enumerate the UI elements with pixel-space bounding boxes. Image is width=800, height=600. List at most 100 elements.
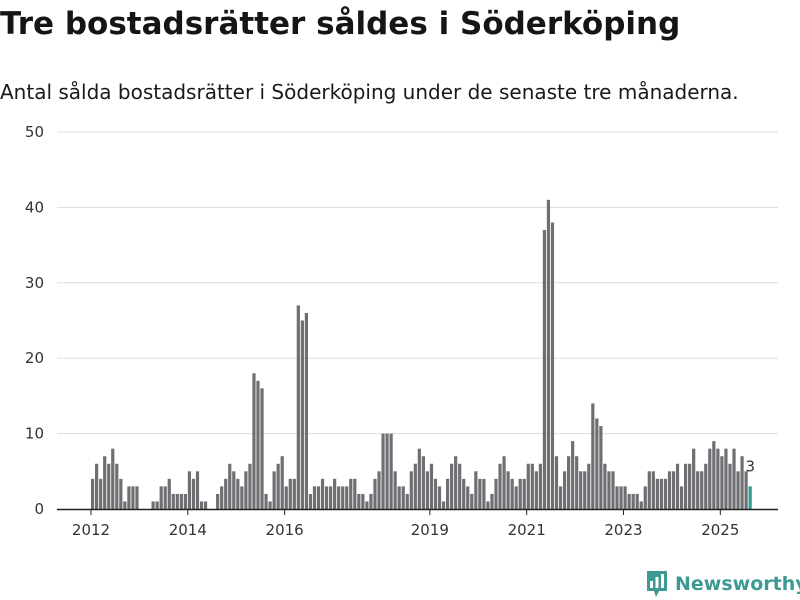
chart-title: Tre bostadsrätter såldes i Söderköping bbox=[0, 6, 681, 42]
bar bbox=[470, 493, 474, 509]
bar bbox=[159, 486, 163, 509]
bar bbox=[308, 493, 313, 509]
bar bbox=[651, 471, 655, 509]
bar bbox=[550, 222, 555, 510]
bar bbox=[284, 486, 288, 509]
bar bbox=[498, 463, 502, 509]
bar bbox=[462, 478, 466, 509]
bar bbox=[510, 478, 514, 509]
x-tick-label: 2014 bbox=[169, 521, 207, 539]
bar bbox=[135, 486, 139, 509]
bar bbox=[441, 501, 446, 509]
bar bbox=[607, 471, 611, 509]
bar bbox=[155, 501, 159, 509]
bar bbox=[603, 463, 607, 509]
bar bbox=[272, 471, 276, 509]
bar bbox=[240, 486, 244, 509]
bar bbox=[389, 433, 393, 509]
bar bbox=[397, 486, 401, 509]
bar bbox=[409, 471, 413, 509]
bar bbox=[167, 478, 171, 509]
bar bbox=[296, 305, 300, 509]
y-tick-label: 50 bbox=[25, 123, 44, 141]
x-tick-label: 2025 bbox=[701, 521, 739, 539]
bar bbox=[716, 448, 720, 509]
gridlines bbox=[57, 131, 778, 435]
bar bbox=[671, 471, 676, 509]
bar bbox=[599, 426, 603, 509]
bar bbox=[631, 493, 635, 509]
bar bbox=[579, 471, 583, 509]
bar bbox=[514, 486, 518, 509]
bar bbox=[413, 463, 417, 509]
bar bbox=[679, 486, 684, 509]
bar bbox=[667, 471, 672, 509]
bar bbox=[345, 486, 349, 509]
bar bbox=[377, 471, 381, 509]
bar bbox=[171, 493, 175, 509]
y-tick-label: 0 bbox=[34, 500, 44, 518]
bar bbox=[276, 463, 280, 509]
bar bbox=[256, 380, 260, 509]
bar bbox=[417, 448, 421, 509]
bar bbox=[482, 478, 486, 509]
bar bbox=[195, 471, 200, 509]
bar bbox=[111, 448, 115, 509]
bar bbox=[494, 478, 498, 509]
bar bbox=[232, 471, 236, 509]
bar bbox=[333, 478, 337, 509]
bar bbox=[534, 471, 538, 509]
bar bbox=[385, 433, 389, 509]
x-tick-label: 2016 bbox=[266, 521, 304, 539]
bar bbox=[99, 478, 103, 509]
bar bbox=[329, 486, 333, 509]
bar bbox=[187, 471, 192, 509]
bar bbox=[663, 478, 668, 509]
bar bbox=[292, 478, 296, 509]
bar bbox=[260, 388, 264, 509]
bar bbox=[320, 478, 325, 509]
bar bbox=[369, 493, 373, 509]
bar bbox=[490, 493, 494, 509]
bar bbox=[151, 501, 155, 509]
bar bbox=[478, 478, 482, 509]
bar bbox=[175, 493, 179, 509]
bar bbox=[429, 463, 434, 509]
bar bbox=[675, 463, 680, 509]
y-tick-label: 40 bbox=[25, 198, 44, 216]
bar bbox=[421, 456, 425, 509]
bar bbox=[546, 199, 551, 510]
bar bbox=[199, 501, 204, 509]
x-tick-label: 2021 bbox=[508, 521, 546, 539]
bar bbox=[127, 486, 131, 509]
bar bbox=[401, 486, 405, 509]
bar bbox=[639, 501, 643, 509]
bars bbox=[91, 199, 752, 510]
bar bbox=[268, 501, 272, 509]
bar bbox=[183, 493, 187, 509]
bar bbox=[236, 478, 240, 509]
bar bbox=[542, 230, 547, 509]
bar bbox=[643, 486, 647, 509]
bar bbox=[450, 463, 454, 509]
bar bbox=[708, 448, 712, 509]
bar bbox=[224, 478, 228, 509]
bar bbox=[220, 486, 224, 509]
bar bbox=[163, 486, 167, 509]
bar bbox=[437, 486, 442, 509]
bar bbox=[373, 478, 377, 509]
bar bbox=[91, 478, 95, 509]
bar bbox=[655, 478, 659, 509]
bar bbox=[405, 493, 409, 509]
y-tick-label: 10 bbox=[25, 425, 44, 443]
chart-subtitle: Antal sålda bostadsrätter i Söderköping … bbox=[0, 80, 739, 104]
bar bbox=[474, 471, 478, 509]
bar bbox=[304, 312, 308, 509]
bar bbox=[647, 471, 651, 509]
bar bbox=[324, 486, 329, 509]
bar bbox=[530, 463, 534, 509]
brand-name: Newsworthy bbox=[675, 573, 800, 595]
bar bbox=[732, 448, 736, 509]
bar bbox=[252, 373, 256, 509]
bar bbox=[558, 486, 563, 509]
